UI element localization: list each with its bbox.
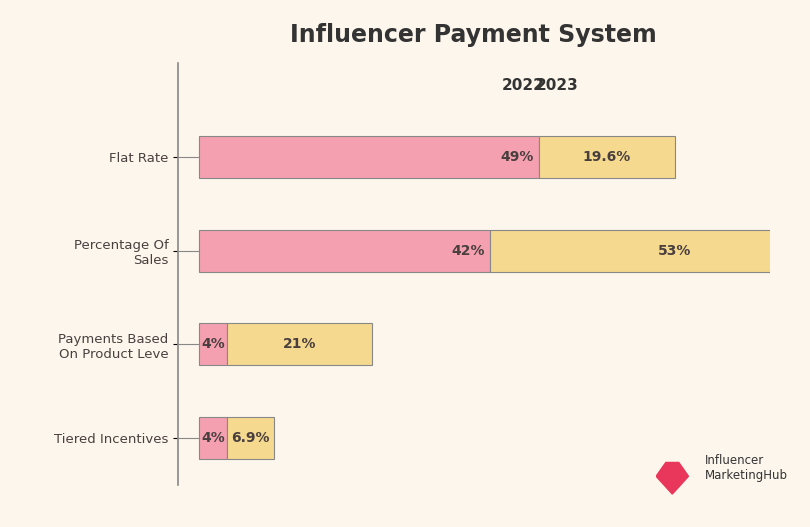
Text: 19.6%: 19.6% xyxy=(582,150,631,164)
Bar xyxy=(198,323,227,365)
Bar xyxy=(227,323,373,365)
Text: 2023: 2023 xyxy=(535,78,578,93)
Text: 42%: 42% xyxy=(452,243,485,258)
Bar xyxy=(539,136,675,178)
Text: Influencer
MarketingHub: Influencer MarketingHub xyxy=(705,454,787,482)
Bar xyxy=(490,230,810,272)
Bar xyxy=(198,417,227,459)
Text: 4%: 4% xyxy=(201,337,225,352)
Text: 2022: 2022 xyxy=(502,78,545,93)
Bar xyxy=(227,417,275,459)
Text: 49%: 49% xyxy=(501,150,534,164)
Text: 6.9%: 6.9% xyxy=(231,431,270,445)
Bar xyxy=(198,136,539,178)
Polygon shape xyxy=(656,463,688,494)
Text: 53%: 53% xyxy=(658,243,691,258)
Text: 4%: 4% xyxy=(201,431,225,445)
Text: 21%: 21% xyxy=(283,337,316,352)
Bar xyxy=(198,230,490,272)
Title: Influencer Payment System: Influencer Payment System xyxy=(291,23,657,47)
